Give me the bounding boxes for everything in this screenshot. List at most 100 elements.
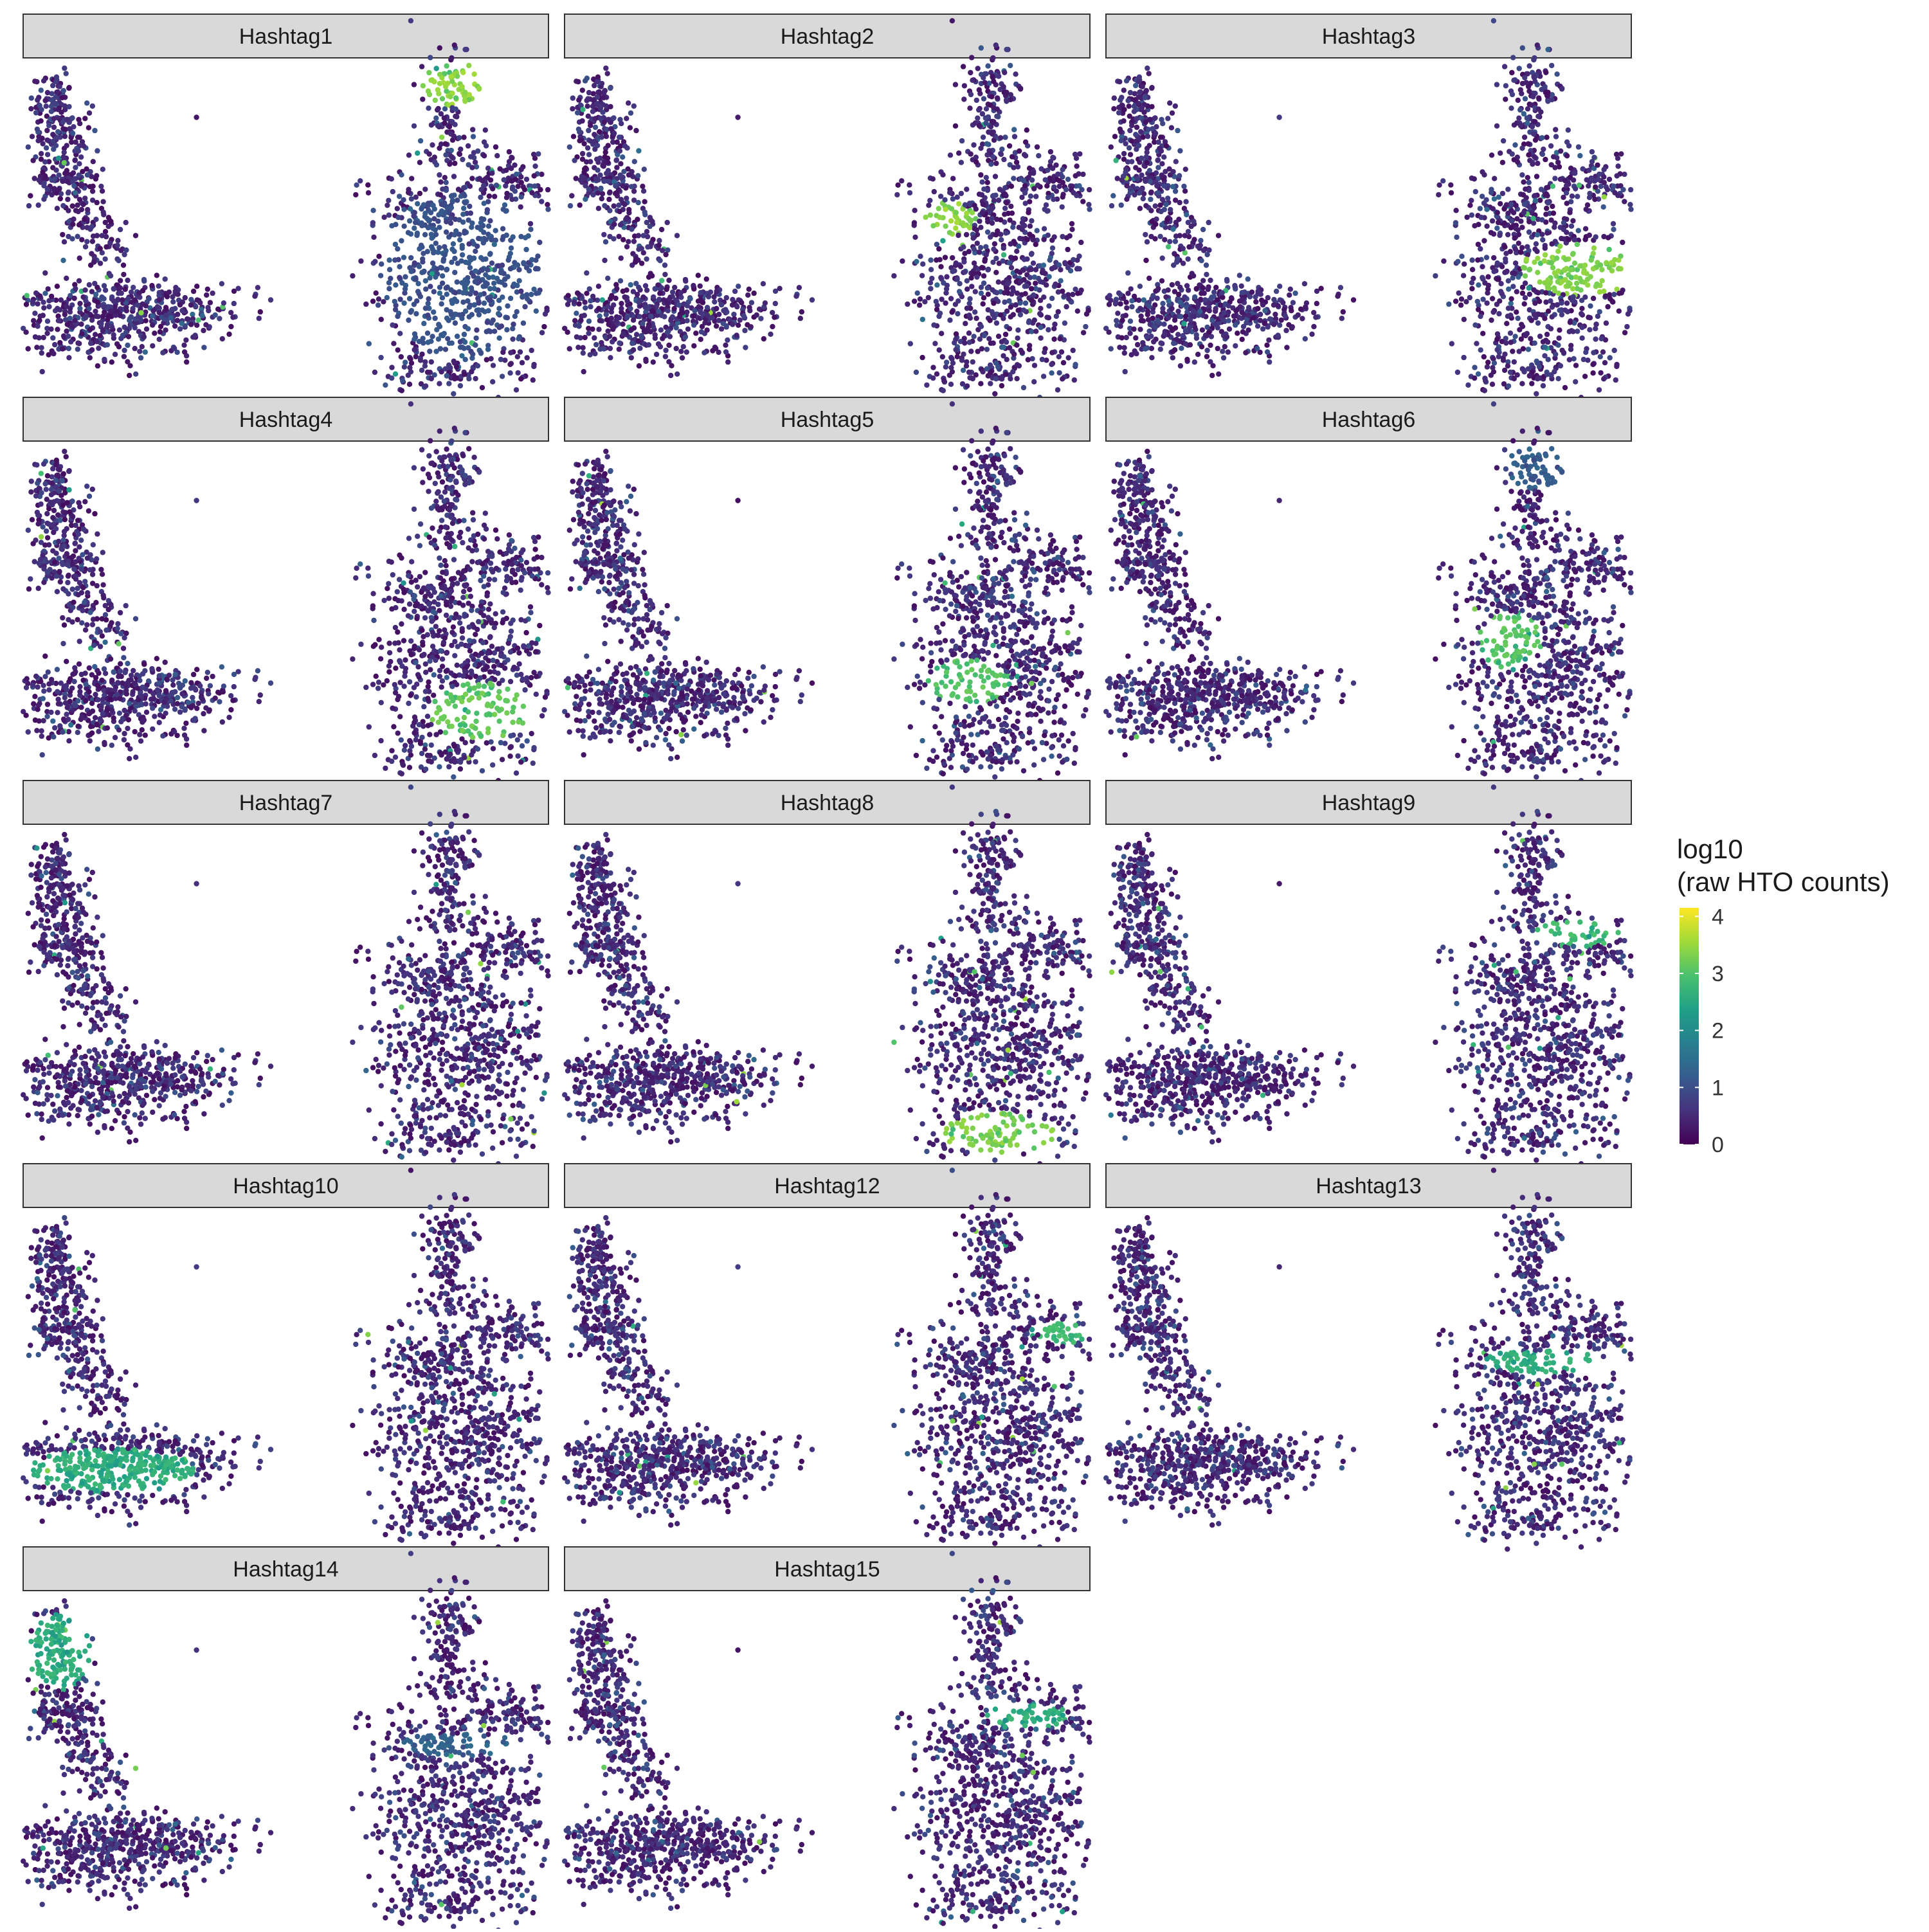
- cell-point: [84, 100, 90, 106]
- cell-point: [1108, 144, 1114, 150]
- cell-point: [204, 286, 210, 292]
- cell-point: [990, 74, 995, 80]
- cell-point: [1226, 318, 1231, 323]
- cell-point: [1518, 218, 1524, 224]
- cell-point: [1062, 320, 1068, 326]
- cell-point: [422, 363, 428, 369]
- cell-point: [927, 212, 934, 218]
- cell-point: [995, 364, 1001, 370]
- cell-point: [128, 289, 134, 295]
- cell-point: [999, 383, 1005, 389]
- cell-point: [512, 313, 518, 320]
- cell-point: [1121, 87, 1127, 93]
- cell-point: [1118, 202, 1124, 208]
- cell-point: [978, 224, 984, 230]
- cell-point: [983, 175, 990, 181]
- cell-point: [1060, 233, 1065, 240]
- cell-point: [729, 302, 736, 308]
- cell-point: [1164, 216, 1170, 222]
- cell-point: [72, 190, 78, 196]
- cell-point: [121, 271, 127, 278]
- cell-point: [116, 327, 123, 333]
- cell-point: [60, 203, 66, 209]
- cell-point: [440, 257, 447, 262]
- cell-point: [67, 126, 73, 132]
- cell-point: [112, 352, 118, 357]
- cell-point: [1612, 190, 1618, 195]
- cell-point: [632, 259, 638, 265]
- cell-point: [1544, 205, 1550, 212]
- cell-point: [439, 273, 446, 279]
- cell-point: [620, 321, 626, 327]
- cell-point: [466, 304, 472, 310]
- cell-point: [1121, 107, 1127, 113]
- cell-point: [1038, 166, 1044, 172]
- cell-point: [1047, 159, 1054, 165]
- cell-point: [435, 336, 442, 342]
- cell-point: [531, 361, 537, 368]
- cell-point: [97, 260, 104, 266]
- cell-point: [1515, 159, 1521, 165]
- cell-point: [75, 203, 80, 208]
- cell-point: [1200, 226, 1206, 233]
- cell-point: [125, 342, 131, 348]
- cell-point: [1340, 309, 1346, 315]
- cell-point: [160, 350, 166, 356]
- cell-point: [370, 208, 376, 213]
- cell-point: [970, 77, 975, 83]
- cell-point: [444, 63, 449, 69]
- cell-point: [1253, 299, 1259, 305]
- cell-point: [506, 149, 512, 155]
- cell-point: [424, 330, 431, 336]
- cell-point: [1131, 293, 1137, 300]
- cell-point: [1215, 345, 1220, 352]
- cell-point: [1520, 192, 1526, 198]
- cell-point: [1488, 230, 1494, 235]
- cell-point: [1140, 195, 1146, 202]
- cell-point: [412, 225, 417, 231]
- cell-point: [78, 321, 84, 327]
- cell-point: [40, 312, 46, 318]
- cell-point: [1041, 237, 1047, 242]
- cell-point: [422, 231, 428, 238]
- cell-point: [614, 165, 620, 170]
- cell-point: [1030, 237, 1037, 242]
- cell-point: [55, 313, 61, 319]
- cell-point: [993, 376, 999, 382]
- cell-point: [442, 141, 448, 147]
- cell-point: [1523, 186, 1528, 192]
- cell-point: [1018, 278, 1024, 284]
- cell-point: [599, 134, 604, 140]
- cell-point: [655, 309, 662, 314]
- cell-point: [443, 285, 449, 291]
- cell-point: [1182, 188, 1188, 194]
- cell-point: [419, 351, 425, 357]
- cell-point: [509, 196, 515, 203]
- cell-point: [93, 309, 98, 314]
- cell-point: [631, 159, 637, 165]
- cell-point: [934, 241, 940, 248]
- cell-point: [1262, 320, 1267, 327]
- cell-point: [907, 341, 914, 347]
- cell-point: [668, 318, 674, 323]
- cell-point: [172, 323, 178, 329]
- cell-point: [576, 323, 582, 329]
- cell-point: [1453, 208, 1459, 213]
- cell-point: [911, 220, 918, 226]
- cell-point: [979, 346, 985, 352]
- cell-point: [409, 176, 415, 181]
- cell-point: [102, 229, 109, 235]
- cell-point: [1575, 144, 1582, 150]
- cell-point: [602, 239, 609, 245]
- cell-point: [1494, 210, 1500, 215]
- cell-point: [406, 218, 413, 224]
- cell-point: [978, 290, 984, 296]
- cell-point: [1226, 326, 1233, 332]
- cell-point: [793, 293, 799, 299]
- cell-point: [1478, 214, 1484, 221]
- cell-point: [990, 204, 996, 211]
- cell-point: [978, 323, 984, 329]
- cell-point: [439, 301, 444, 307]
- cell-point: [1167, 172, 1173, 178]
- cell-point: [435, 123, 441, 129]
